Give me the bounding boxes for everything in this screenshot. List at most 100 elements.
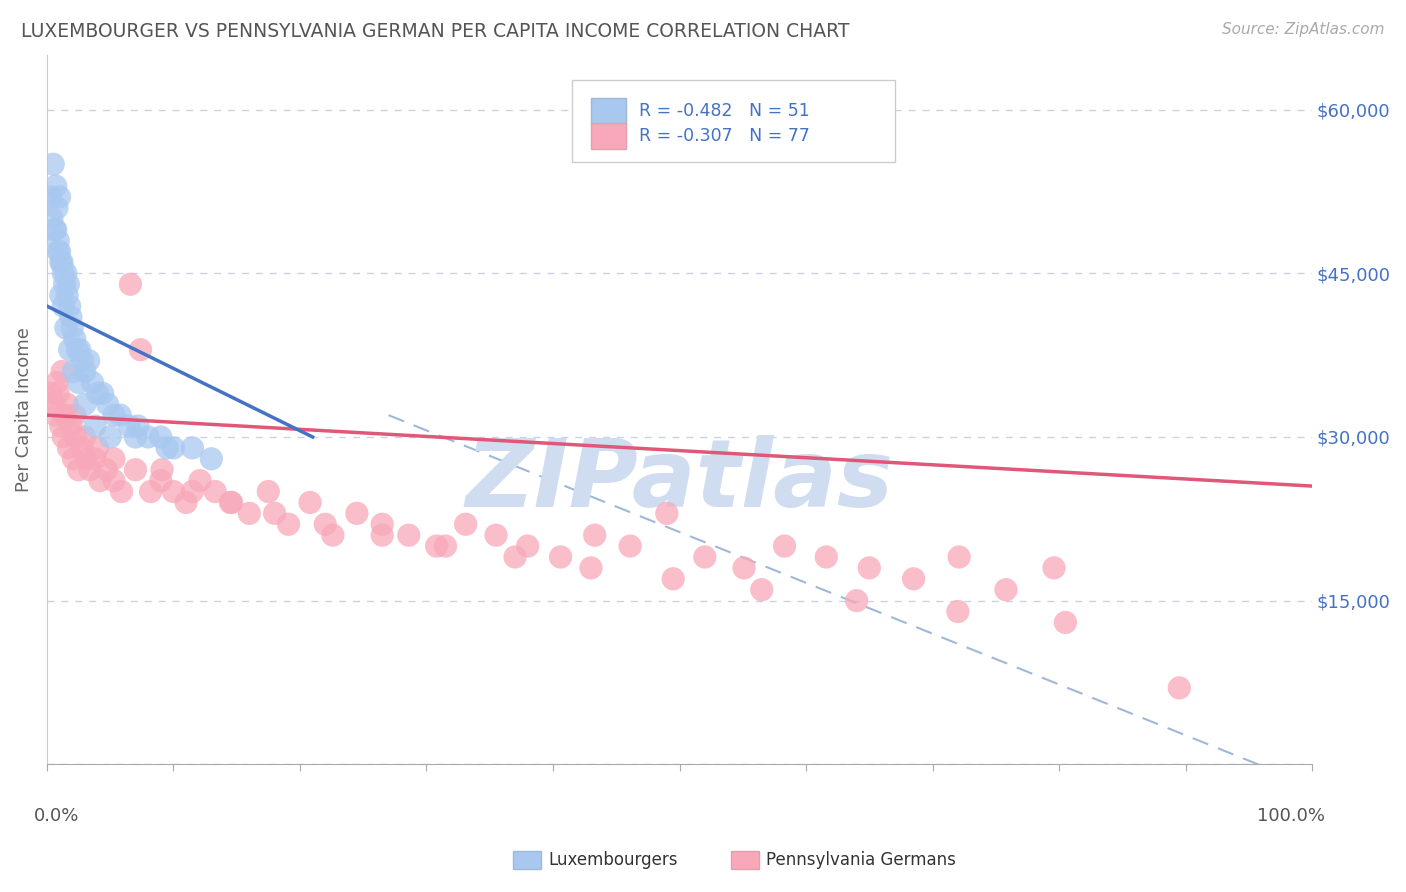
Point — [219, 495, 242, 509]
Text: ZIPatlas: ZIPatlas — [465, 434, 894, 526]
Point — [994, 582, 1017, 597]
Point — [434, 539, 457, 553]
Point — [149, 430, 172, 444]
Text: 100.0%: 100.0% — [1257, 807, 1324, 825]
Point — [150, 463, 173, 477]
Point — [139, 484, 162, 499]
Point — [204, 484, 226, 499]
Point — [162, 441, 184, 455]
Point — [903, 572, 925, 586]
Point — [42, 397, 65, 411]
Point — [503, 549, 526, 564]
Point — [77, 353, 100, 368]
Point — [103, 408, 125, 422]
Point — [200, 451, 222, 466]
Point — [89, 474, 111, 488]
Text: Luxembourgers: Luxembourgers — [548, 851, 678, 869]
Point — [346, 507, 368, 521]
Text: 0.0%: 0.0% — [34, 807, 80, 825]
Point — [129, 343, 152, 357]
Point — [84, 419, 107, 434]
Point — [181, 484, 204, 499]
Point — [82, 376, 104, 390]
Point — [73, 430, 96, 444]
Point — [59, 310, 82, 324]
Point — [67, 376, 90, 390]
Text: Source: ZipAtlas.com: Source: ZipAtlas.com — [1222, 22, 1385, 37]
Point — [46, 201, 69, 215]
Point — [1054, 615, 1077, 630]
Point — [516, 539, 538, 553]
Point — [52, 266, 75, 280]
Point — [858, 561, 880, 575]
Text: Pennsylvania Germans: Pennsylvania Germans — [766, 851, 956, 869]
FancyBboxPatch shape — [591, 98, 627, 125]
Point — [45, 179, 67, 194]
Point — [79, 463, 101, 477]
Point — [41, 211, 63, 226]
Point — [46, 244, 69, 259]
Point — [314, 517, 336, 532]
Y-axis label: Per Capita Income: Per Capita Income — [15, 327, 32, 492]
Point — [45, 223, 67, 237]
Point — [845, 593, 868, 607]
Point — [51, 365, 73, 379]
Point — [59, 343, 82, 357]
Point — [56, 288, 79, 302]
Point — [84, 451, 107, 466]
Point — [263, 507, 285, 521]
Point — [62, 365, 84, 379]
Point — [485, 528, 508, 542]
Point — [655, 507, 678, 521]
Point — [55, 266, 77, 280]
Point — [221, 495, 243, 509]
Point — [52, 299, 75, 313]
Point — [73, 365, 96, 379]
Point — [103, 474, 125, 488]
Point — [156, 441, 179, 455]
Point — [72, 353, 94, 368]
Point — [46, 234, 69, 248]
Point — [136, 430, 159, 444]
Point — [63, 408, 86, 422]
Point — [277, 517, 299, 532]
Point — [65, 430, 87, 444]
Point — [67, 463, 90, 477]
Point — [63, 332, 86, 346]
Point — [110, 484, 132, 499]
Point — [39, 386, 62, 401]
Point — [454, 517, 477, 532]
Point — [188, 474, 211, 488]
Point — [49, 255, 72, 269]
Point — [174, 495, 197, 509]
Point — [55, 321, 77, 335]
Text: LUXEMBOURGER VS PENNSYLVANIA GERMAN PER CAPITA INCOME CORRELATION CHART: LUXEMBOURGER VS PENNSYLVANIA GERMAN PER … — [21, 22, 849, 41]
Point — [103, 451, 125, 466]
Point — [127, 419, 149, 434]
Point — [48, 190, 70, 204]
Point — [58, 441, 80, 455]
Point — [662, 572, 685, 586]
Point — [120, 277, 142, 292]
Point — [619, 539, 641, 553]
Point — [1168, 681, 1191, 695]
Point — [62, 451, 84, 466]
Point — [948, 549, 970, 564]
Point — [55, 408, 77, 422]
Point — [73, 397, 96, 411]
Point — [149, 474, 172, 488]
Point — [110, 408, 132, 422]
Point — [773, 539, 796, 553]
Point — [52, 430, 75, 444]
Point — [322, 528, 344, 542]
Point — [583, 528, 606, 542]
Point — [733, 561, 755, 575]
Point — [66, 343, 89, 357]
Point — [51, 255, 73, 269]
Point — [124, 463, 146, 477]
Point — [550, 549, 572, 564]
Point — [398, 528, 420, 542]
Point — [181, 441, 204, 455]
Point — [371, 517, 394, 532]
Point — [162, 484, 184, 499]
